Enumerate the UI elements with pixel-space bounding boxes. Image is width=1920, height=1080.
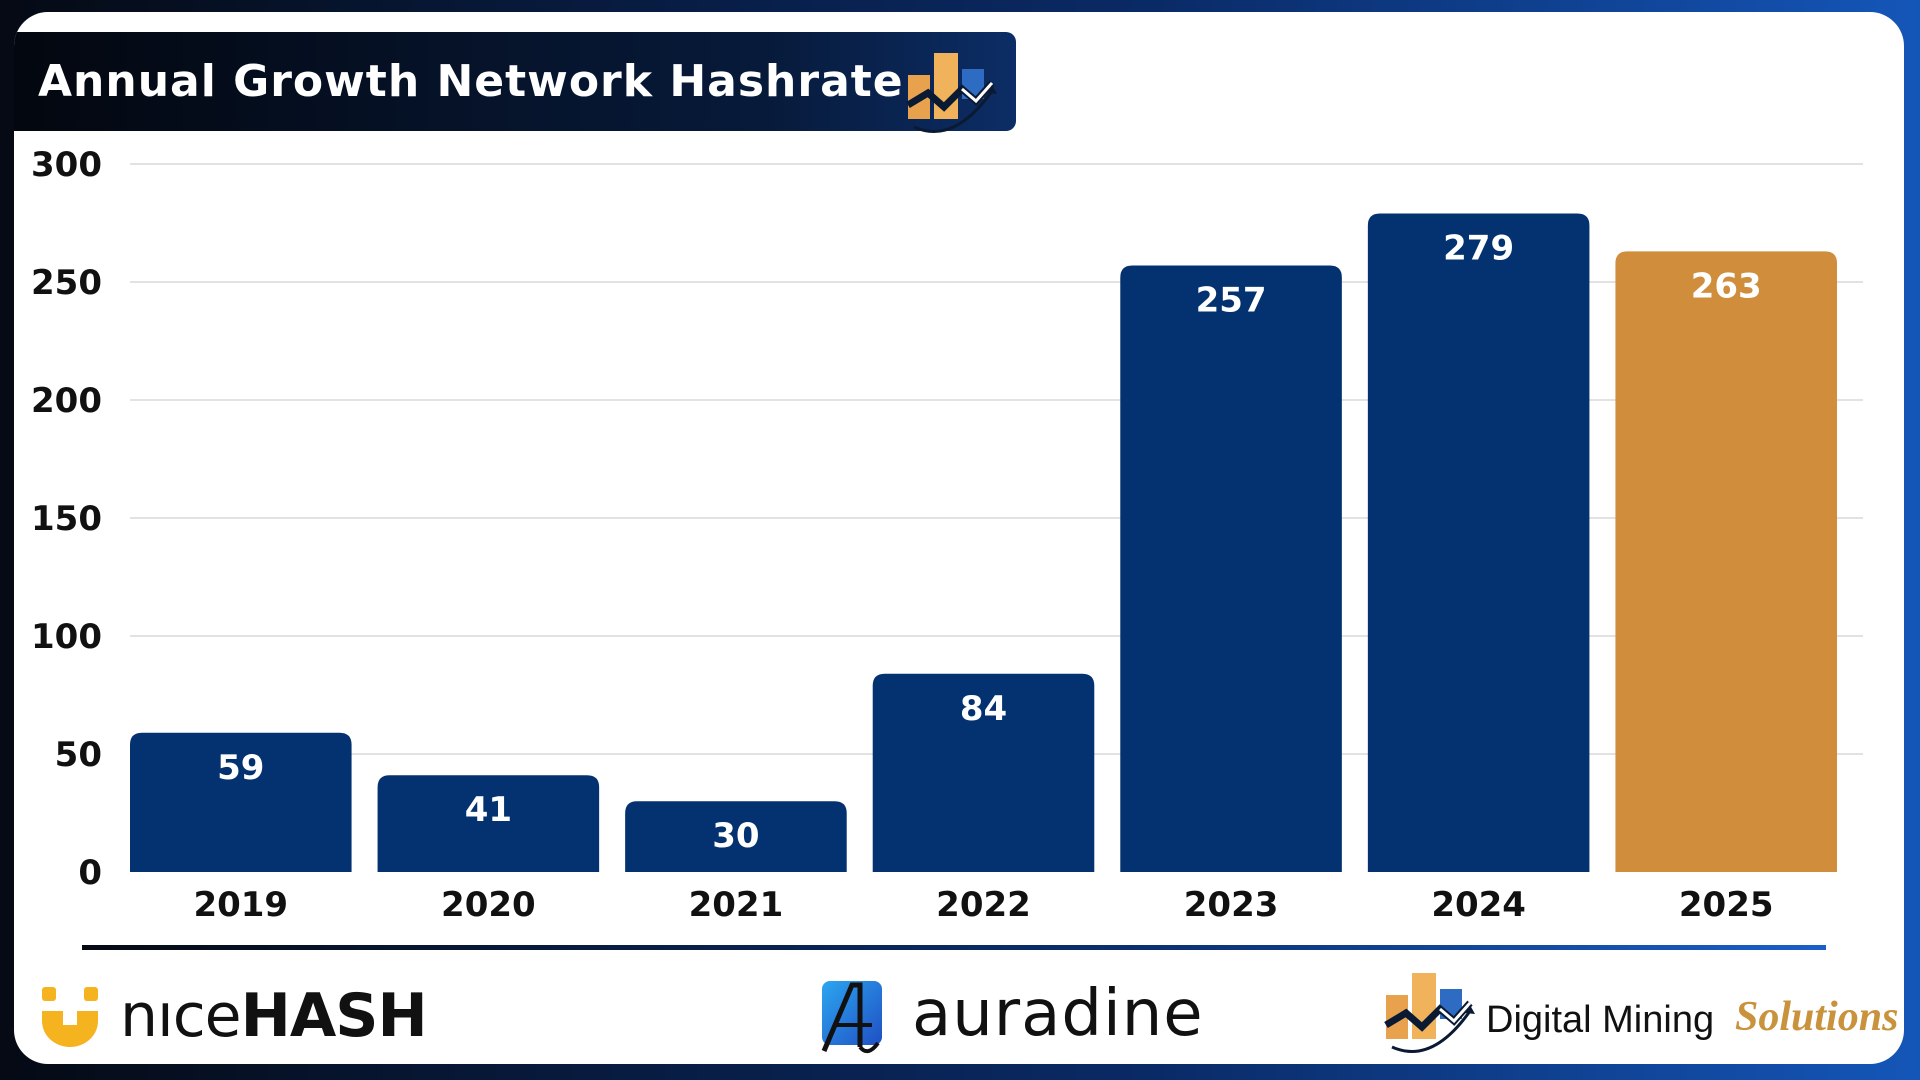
nicehash-symbol-icon [42, 987, 98, 1047]
solutions-text: Solutions [1735, 994, 1899, 1040]
bar-2024 [1367, 213, 1590, 872]
data-label: 41 [465, 790, 512, 830]
bar-2022 [872, 673, 1095, 872]
y-tick-label: 50 [55, 735, 102, 775]
chart-title: Annual Growth Network Hashrate [38, 56, 904, 107]
y-tick-label: 0 [78, 853, 102, 893]
y-tick-label: 300 [31, 145, 102, 185]
x-tick-label: 2020 [441, 885, 536, 925]
x-tick-label: 2021 [689, 885, 784, 925]
bar-2023 [1120, 265, 1342, 872]
bar-2025 [1615, 251, 1837, 872]
nicehash-light-text: nıce [120, 981, 242, 1051]
chart-card: Annual Growth Network Hashrate 0 50 100 150… [14, 12, 1904, 1064]
auradine-wordmark: auradine [912, 977, 1204, 1051]
y-tick-label: 250 [31, 263, 102, 303]
digital-mining-footer-logo-icon [1384, 973, 1475, 1053]
title-banner: Annual Growth Network Hashrate [14, 32, 1016, 133]
bar-2020 [377, 775, 600, 872]
digital-mining-logo-icon [906, 53, 997, 133]
x-tick-label: 2019 [193, 885, 288, 925]
data-label: 257 [1196, 280, 1267, 320]
digital-mining-text: Digital Mining [1486, 999, 1715, 1041]
x-tick-label: 2025 [1679, 885, 1774, 925]
nicehash-wordmark: nıceHASH [120, 981, 428, 1051]
y-tick-label: 150 [31, 499, 102, 539]
data-label: 84 [960, 689, 1007, 729]
data-label: 59 [217, 748, 264, 788]
x-tick-label: 2023 [1184, 885, 1279, 925]
data-label: 30 [712, 816, 759, 856]
data-label: 263 [1691, 266, 1762, 306]
nicehash-bold-text: HASH [240, 981, 428, 1051]
y-tick-label: 200 [31, 381, 102, 421]
footer-divider [82, 945, 1826, 950]
data-label: 279 [1443, 229, 1514, 269]
x-tick-label: 2022 [936, 885, 1031, 925]
auradine-symbol-icon [821, 981, 882, 1054]
bar-2019 [130, 732, 352, 872]
bar-chart: 0 50 100 150 200 250 300 59 2019 41 2020 30 2021 84 20… [31, 145, 1863, 925]
bar-2021 [625, 801, 847, 872]
y-tick-label: 100 [31, 617, 102, 657]
x-tick-label: 2024 [1431, 885, 1526, 925]
